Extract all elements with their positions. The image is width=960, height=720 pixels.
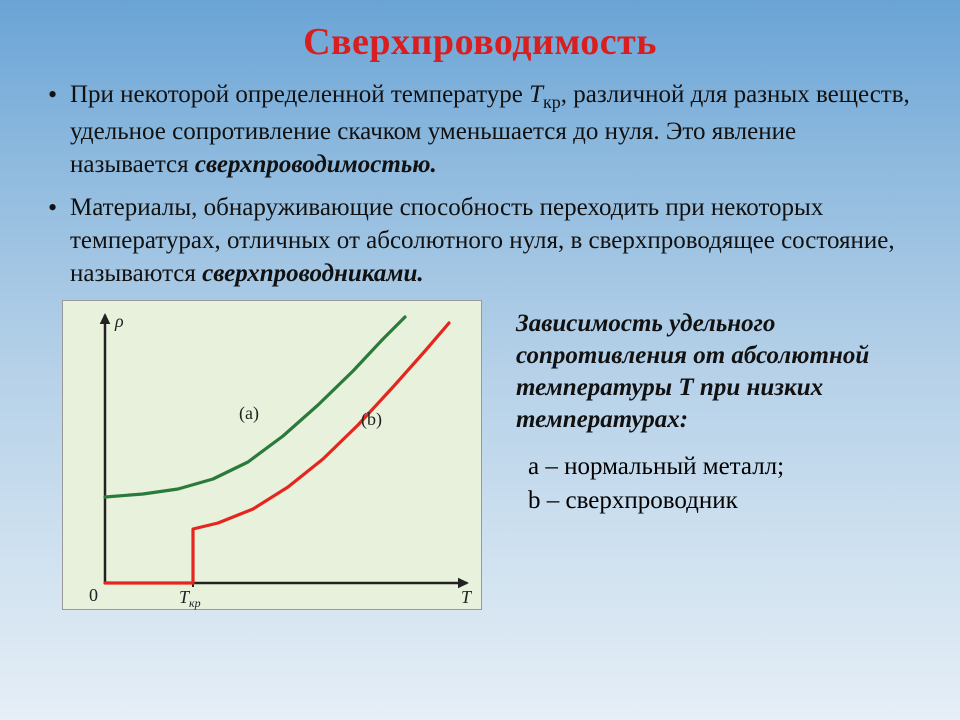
legend-item-a: a – нормальный металл;	[516, 450, 914, 484]
bullet-list: При некоторой определенной температуре T…	[32, 78, 928, 290]
legend-item-b: b – сверхпроводник	[516, 484, 914, 518]
svg-text:Tкр: Tкр	[179, 587, 201, 610]
svg-text:ρ: ρ	[114, 311, 124, 331]
chart-svg: 0 ρ T Tкр (a) (b)	[63, 301, 483, 611]
legend-title: Зависимость удельного сопротивления от а…	[516, 308, 914, 436]
svg-text:T: T	[461, 587, 473, 607]
resistivity-chart: 0 ρ T Tкр (a) (b)	[62, 300, 482, 610]
bullet-2: Материалы, обнаруживающие способность пе…	[42, 191, 920, 290]
bullet-1: При некоторой определенной температуре T…	[42, 78, 920, 181]
chart-legend: Зависимость удельного сопротивления от а…	[482, 300, 928, 518]
chart-container: 0 ρ T Tкр (a) (b)	[62, 300, 482, 610]
svg-text:0: 0	[89, 585, 98, 605]
slide-title: Сверхпроводимость	[32, 20, 928, 64]
svg-text:(a): (a)	[239, 403, 259, 424]
svg-text:(b): (b)	[361, 409, 382, 430]
